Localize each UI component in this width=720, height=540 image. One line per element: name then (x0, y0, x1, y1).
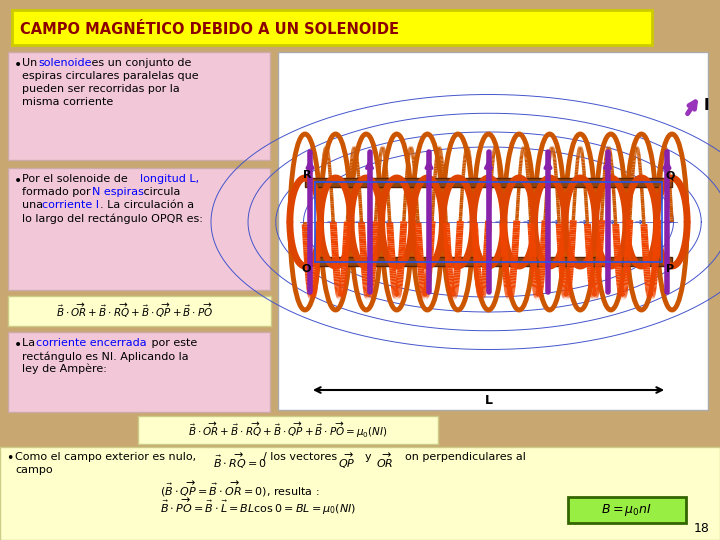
Text: 18: 18 (694, 522, 710, 535)
Text: L: L (485, 394, 492, 407)
Text: corriente I: corriente I (42, 200, 99, 210)
Text: rectángulo es NI. Aplicando la: rectángulo es NI. Aplicando la (22, 351, 189, 361)
Text: campo: campo (15, 465, 53, 475)
FancyBboxPatch shape (305, 178, 672, 187)
Text: on perpendiculares al: on perpendiculares al (398, 452, 526, 462)
Text: P: P (666, 264, 674, 274)
Text: pueden ser recorridas por la: pueden ser recorridas por la (22, 84, 180, 94)
Text: y: y (358, 452, 379, 462)
Text: formado por: formado por (22, 187, 94, 197)
Text: $(\vec{B}\cdot\overrightarrow{QP} = \vec{B}\cdot\overrightarrow{OR} = 0)$, resul: $(\vec{B}\cdot\overrightarrow{QP} = \vec… (160, 480, 320, 499)
Text: misma corriente: misma corriente (22, 97, 113, 107)
Text: •: • (14, 338, 22, 352)
Text: circula: circula (140, 187, 181, 197)
Text: por este: por este (148, 338, 197, 348)
Text: R: R (302, 170, 311, 180)
Text: Por el solenoide de: Por el solenoide de (22, 174, 131, 184)
FancyBboxPatch shape (8, 296, 271, 326)
Text: es un conjunto de: es un conjunto de (88, 58, 192, 68)
Text: espiras circulares paralelas que: espiras circulares paralelas que (22, 71, 199, 81)
FancyBboxPatch shape (0, 447, 720, 540)
Text: Como el campo exterior es nulo,: Como el campo exterior es nulo, (15, 452, 203, 462)
FancyBboxPatch shape (278, 52, 708, 410)
FancyBboxPatch shape (8, 168, 270, 290)
FancyBboxPatch shape (8, 52, 270, 160)
Text: N espiras: N espiras (92, 187, 144, 197)
FancyBboxPatch shape (8, 332, 270, 412)
Text: $\overrightarrow{QP}$: $\overrightarrow{QP}$ (338, 452, 356, 471)
Text: longitud L,: longitud L, (140, 174, 199, 184)
Text: una: una (22, 200, 47, 210)
Text: Q: Q (666, 170, 675, 180)
FancyBboxPatch shape (12, 10, 652, 45)
Text: $B = \mu_0 n I$: $B = \mu_0 n I$ (601, 502, 652, 518)
Text: $\vec{B}\cdot\overrightarrow{OR} + \vec{B}\cdot\overrightarrow{RQ} + \vec{B}\cdo: $\vec{B}\cdot\overrightarrow{OR} + \vec{… (56, 302, 214, 320)
FancyBboxPatch shape (568, 497, 686, 523)
Text: . La circulación a: . La circulación a (100, 200, 194, 210)
Text: •: • (6, 452, 14, 465)
Text: La: La (22, 338, 39, 348)
Text: CAMPO MAGNÉTICO DEBIDO A UN SOLENOIDE: CAMPO MAGNÉTICO DEBIDO A UN SOLENOIDE (20, 22, 399, 37)
Text: $\vec{B}\cdot\overrightarrow{RQ} = 0$: $\vec{B}\cdot\overrightarrow{RQ} = 0$ (213, 452, 267, 471)
Text: solenoide: solenoide (38, 58, 91, 68)
Text: $\overrightarrow{OR}$: $\overrightarrow{OR}$ (376, 452, 393, 470)
Text: O: O (302, 264, 311, 274)
Text: I: I (703, 98, 708, 112)
Text: / los vectores: / los vectores (263, 452, 344, 462)
Text: lo largo del rectángulo OPQR es:: lo largo del rectángulo OPQR es: (22, 213, 203, 224)
FancyBboxPatch shape (138, 416, 438, 444)
Text: Un: Un (22, 58, 41, 68)
Text: $\vec{B}\cdot\overrightarrow{OR} + \vec{B}\cdot\overrightarrow{RQ} + \vec{B}\cdo: $\vec{B}\cdot\overrightarrow{OR} + \vec{… (188, 420, 388, 440)
Text: •: • (14, 174, 22, 188)
Text: corriente encerrada: corriente encerrada (36, 338, 147, 348)
Text: ley de Ampère:: ley de Ampère: (22, 364, 107, 375)
Text: •: • (14, 58, 22, 72)
FancyBboxPatch shape (305, 257, 672, 266)
Text: $\vec{B}\cdot\overrightarrow{PO} = \vec{B}\cdot\vec{L} = BL\cos 0 = BL = \mu_0(N: $\vec{B}\cdot\overrightarrow{PO} = \vec{… (160, 497, 356, 517)
